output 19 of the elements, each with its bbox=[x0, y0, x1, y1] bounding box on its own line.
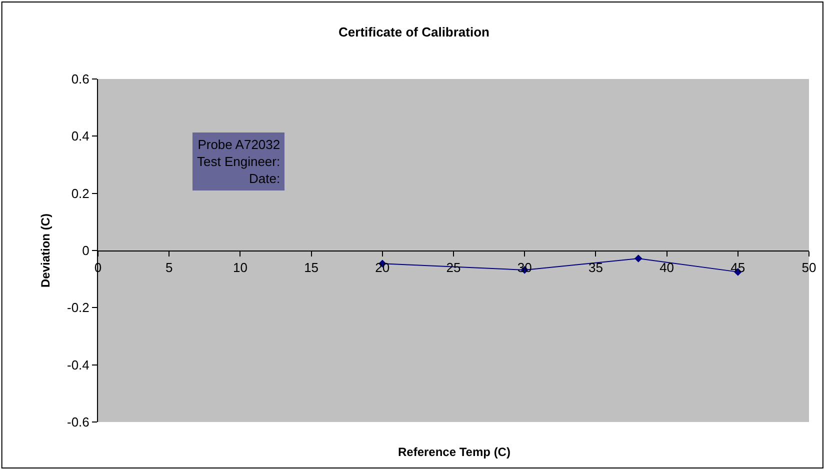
x-tick-label: 10 bbox=[232, 260, 248, 276]
x-tick-label: 15 bbox=[304, 260, 319, 276]
x-tick-label: 5 bbox=[165, 260, 173, 276]
annotation: Probe A72032 Test Engineer: Date: bbox=[197, 137, 280, 186]
y-tick-label: -0.2 bbox=[66, 300, 90, 316]
y-tick-label: -0.4 bbox=[66, 357, 90, 372]
y-tick-label: 0.6 bbox=[71, 72, 90, 87]
y-axis-title: Deviation (C) bbox=[38, 213, 52, 288]
y-tick-label: -0.6 bbox=[66, 414, 90, 430]
x-tick-label: 40 bbox=[660, 260, 674, 276]
x-tick-label: 35 bbox=[588, 260, 603, 276]
chart-title: Certificate of Calibration bbox=[338, 24, 490, 40]
y-tick-label: 0.4 bbox=[71, 128, 90, 144]
x-axis-title: Reference Temp (C) bbox=[398, 445, 510, 459]
y-tick-label: 0 bbox=[82, 243, 90, 258]
x-tick-label: 20 bbox=[375, 260, 390, 276]
point bbox=[634, 254, 642, 262]
x-tick-label: 50 bbox=[802, 260, 816, 276]
y-tick-label: 0.2 bbox=[71, 186, 90, 201]
